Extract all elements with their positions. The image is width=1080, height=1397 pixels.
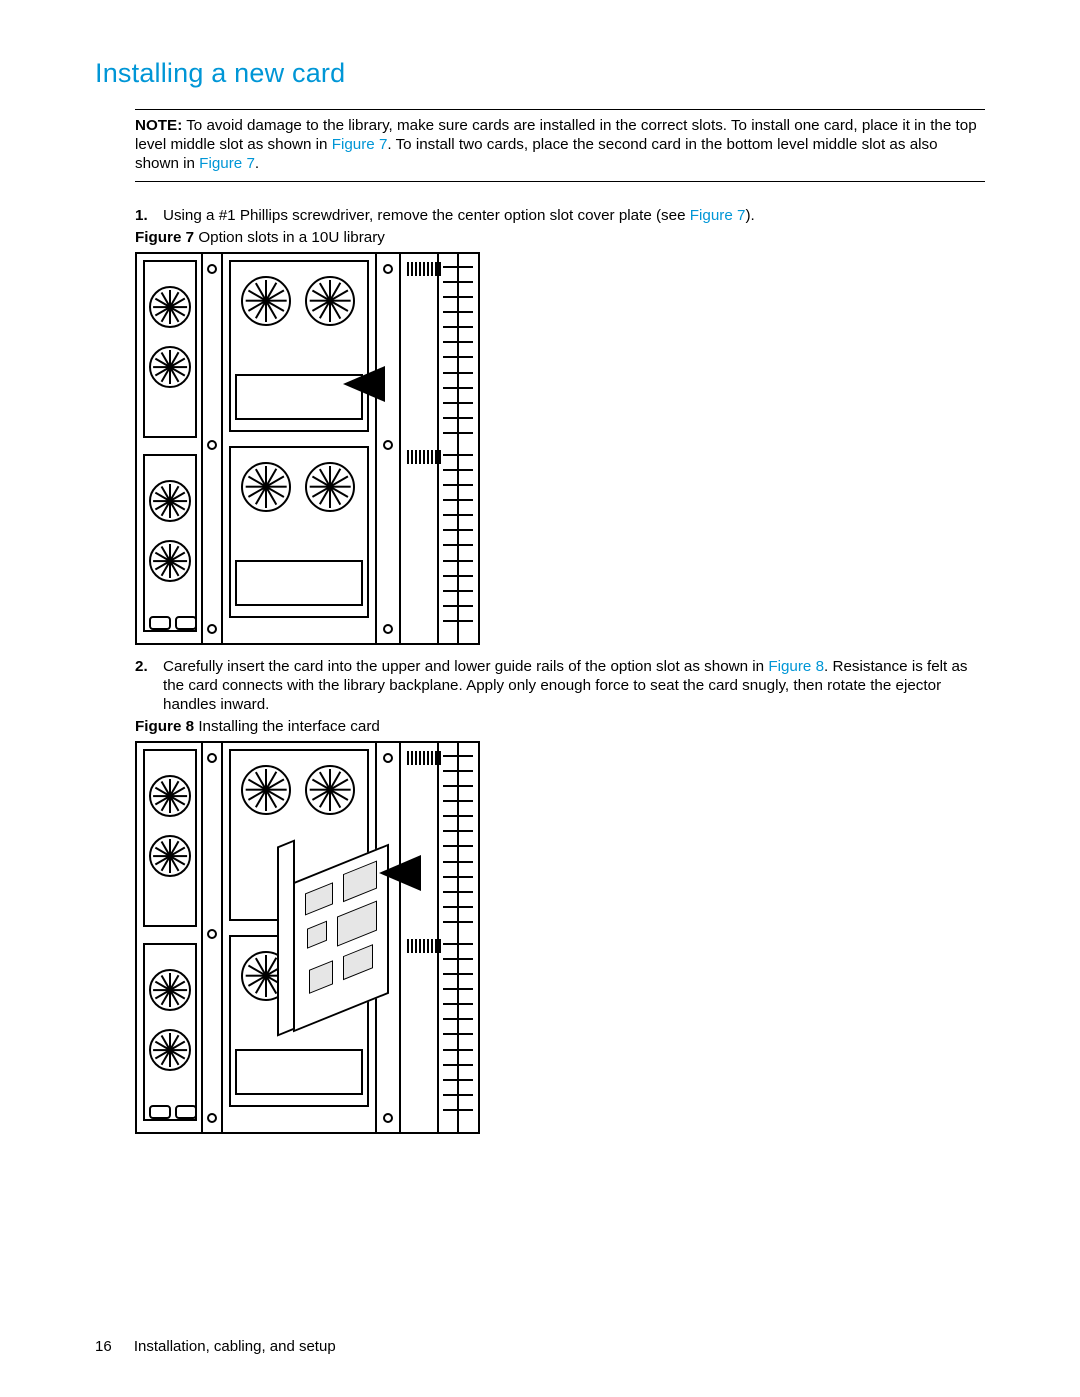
ordered-list: 1. Using a #1 Phillips screwdriver, remo… xyxy=(135,206,985,225)
figure-label: Figure 8 xyxy=(135,718,194,735)
figure-8-link[interactable]: Figure 8 xyxy=(768,658,824,675)
note-text-3: . xyxy=(255,155,259,172)
figure-7-link[interactable]: Figure 7 xyxy=(332,136,388,153)
list-item: 2. Carefully insert the card into the up… xyxy=(135,657,985,714)
insertion-arrow-icon xyxy=(379,855,421,891)
figure-caption: Figure 8 Installing the interface card xyxy=(135,718,985,735)
list-item: 1. Using a #1 Phillips screwdriver, remo… xyxy=(135,206,985,225)
figure-caption: Figure 7 Option slots in a 10U library xyxy=(135,229,985,246)
step-text-after: ). xyxy=(745,207,754,224)
chapter-title: Installation, cabling, and setup xyxy=(134,1338,336,1355)
page: Installing a new card NOTE: To avoid dam… xyxy=(0,0,1080,1397)
figure-7-diagram xyxy=(135,252,480,645)
figure-title: Installing the interface card xyxy=(198,718,380,735)
note-label: NOTE: xyxy=(135,117,182,134)
figure-7-link[interactable]: Figure 7 xyxy=(199,155,255,172)
step-text: Carefully insert the card into the upper… xyxy=(163,658,768,675)
figure-7-link[interactable]: Figure 7 xyxy=(690,207,746,224)
list-body: Using a #1 Phillips screwdriver, remove … xyxy=(163,206,985,225)
insertion-arrow-icon xyxy=(343,366,385,402)
list-body: Carefully insert the card into the upper… xyxy=(163,657,985,714)
figure-label: Figure 7 xyxy=(135,229,194,246)
list-number: 2. xyxy=(135,657,151,714)
page-number: 16 xyxy=(95,1338,112,1355)
figure-8-diagram xyxy=(135,741,480,1134)
note-block: NOTE: To avoid damage to the library, ma… xyxy=(135,109,985,182)
page-footer: 16 Installation, cabling, and setup xyxy=(95,1338,336,1355)
section-heading: Installing a new card xyxy=(95,58,985,89)
ordered-list: 2. Carefully insert the card into the up… xyxy=(135,657,985,714)
list-number: 1. xyxy=(135,206,151,225)
figure-title: Option slots in a 10U library xyxy=(198,229,385,246)
step-text: Using a #1 Phillips screwdriver, remove … xyxy=(163,207,690,224)
